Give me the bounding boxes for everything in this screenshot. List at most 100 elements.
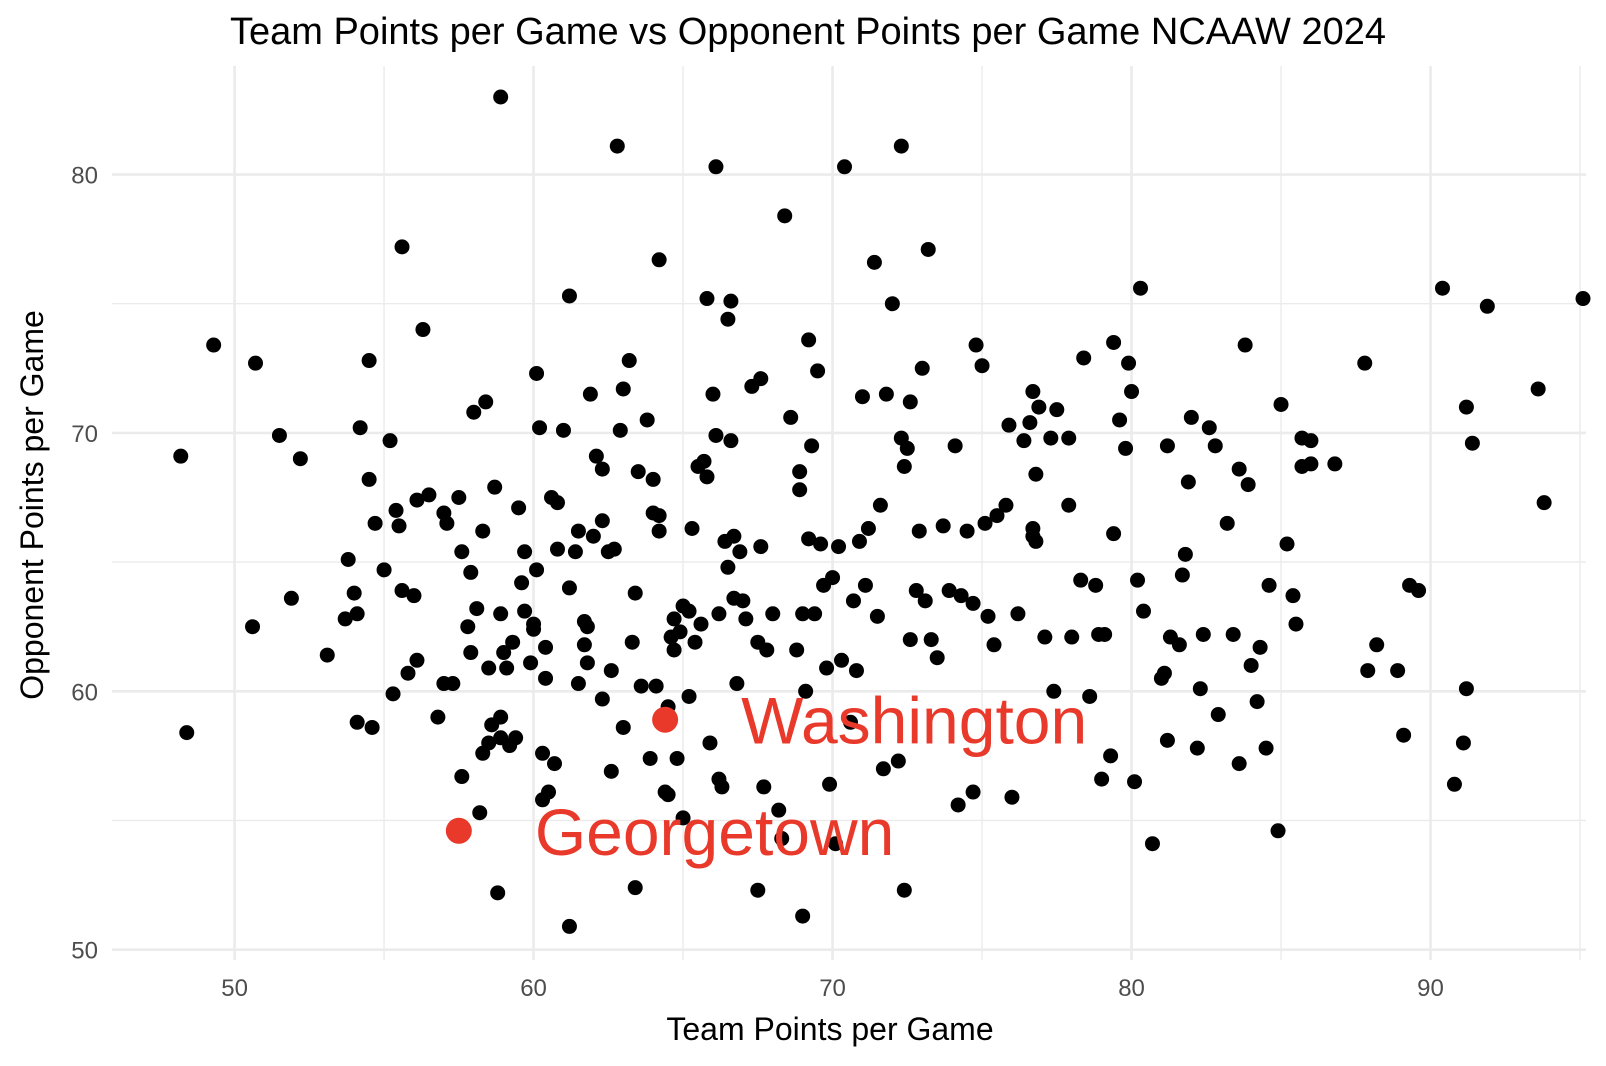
data-point bbox=[1303, 456, 1318, 471]
data-point bbox=[469, 601, 484, 616]
data-point bbox=[395, 239, 410, 254]
data-point bbox=[1121, 356, 1136, 371]
data-point bbox=[1175, 568, 1190, 583]
data-point bbox=[753, 371, 768, 386]
data-point bbox=[550, 542, 565, 557]
data-point bbox=[607, 542, 622, 557]
data-point bbox=[580, 619, 595, 634]
x-tick-label: 70 bbox=[819, 975, 846, 1002]
x-tick-label: 80 bbox=[1118, 975, 1145, 1002]
data-point bbox=[1160, 733, 1175, 748]
data-point bbox=[1028, 467, 1043, 482]
highlight-point bbox=[652, 707, 678, 733]
x-tick-label: 90 bbox=[1417, 975, 1444, 1002]
data-point bbox=[392, 518, 407, 533]
data-point bbox=[948, 438, 963, 453]
data-point bbox=[466, 405, 481, 420]
data-point bbox=[478, 394, 493, 409]
data-point bbox=[589, 449, 604, 464]
data-point bbox=[538, 640, 553, 655]
data-point bbox=[792, 482, 807, 497]
data-point bbox=[1238, 338, 1253, 353]
data-point bbox=[454, 769, 469, 784]
data-point bbox=[1250, 694, 1265, 709]
data-point bbox=[514, 575, 529, 590]
data-point bbox=[861, 521, 876, 536]
data-point bbox=[1172, 637, 1187, 652]
data-point bbox=[777, 208, 792, 223]
data-point bbox=[377, 562, 392, 577]
data-point bbox=[831, 539, 846, 554]
data-point bbox=[1001, 418, 1016, 433]
data-point bbox=[1435, 281, 1450, 296]
data-point bbox=[682, 604, 697, 619]
data-point bbox=[756, 779, 771, 794]
data-point bbox=[1178, 547, 1193, 562]
data-point bbox=[481, 661, 496, 676]
data-point bbox=[547, 756, 562, 771]
data-point bbox=[1145, 836, 1160, 851]
data-point bbox=[867, 255, 882, 270]
data-point bbox=[1232, 462, 1247, 477]
data-point bbox=[583, 387, 598, 402]
data-point bbox=[562, 580, 577, 595]
data-point bbox=[646, 472, 661, 487]
data-point bbox=[493, 90, 508, 105]
data-point bbox=[1303, 433, 1318, 448]
data-point bbox=[529, 366, 544, 381]
data-point bbox=[649, 679, 664, 694]
x-tick-label: 50 bbox=[221, 975, 248, 1002]
data-point bbox=[750, 883, 765, 898]
data-point bbox=[400, 666, 415, 681]
data-point bbox=[1193, 681, 1208, 696]
data-point bbox=[1097, 627, 1112, 642]
data-point bbox=[179, 725, 194, 740]
data-point bbox=[460, 619, 475, 634]
data-point bbox=[272, 428, 287, 443]
data-point bbox=[1456, 735, 1471, 750]
data-point bbox=[685, 521, 700, 536]
data-point bbox=[571, 676, 586, 691]
data-point bbox=[1181, 474, 1196, 489]
data-point bbox=[846, 593, 861, 608]
data-point bbox=[705, 387, 720, 402]
data-point bbox=[406, 588, 421, 603]
data-point bbox=[1061, 498, 1076, 513]
data-point bbox=[1390, 663, 1405, 678]
data-point bbox=[682, 689, 697, 704]
data-point bbox=[415, 322, 430, 337]
data-point bbox=[720, 560, 735, 575]
chart-title: Team Points per Game vs Opponent Points … bbox=[230, 11, 1386, 53]
data-point bbox=[667, 642, 682, 657]
data-point bbox=[753, 539, 768, 554]
data-point bbox=[652, 252, 667, 267]
data-point bbox=[987, 637, 1002, 652]
data-point bbox=[966, 596, 981, 611]
data-point bbox=[562, 288, 577, 303]
data-point bbox=[1094, 772, 1109, 787]
y-tick-label: 70 bbox=[71, 421, 98, 448]
data-point bbox=[517, 544, 532, 559]
data-point bbox=[723, 294, 738, 309]
data-point bbox=[610, 139, 625, 154]
data-point bbox=[368, 516, 383, 531]
data-point bbox=[526, 622, 541, 637]
data-point bbox=[568, 544, 583, 559]
data-point bbox=[535, 746, 550, 761]
data-point bbox=[723, 433, 738, 448]
data-point bbox=[206, 338, 221, 353]
data-point bbox=[870, 609, 885, 624]
x-axis-label: Team Points per Game bbox=[666, 1011, 993, 1047]
data-point bbox=[532, 420, 547, 435]
data-point bbox=[1411, 583, 1426, 598]
data-point bbox=[1253, 640, 1268, 655]
data-point bbox=[1088, 578, 1103, 593]
data-point bbox=[652, 508, 667, 523]
data-point bbox=[1184, 410, 1199, 425]
data-point bbox=[873, 498, 888, 513]
data-point bbox=[631, 464, 646, 479]
data-point bbox=[1327, 456, 1342, 471]
data-point bbox=[1190, 741, 1205, 756]
